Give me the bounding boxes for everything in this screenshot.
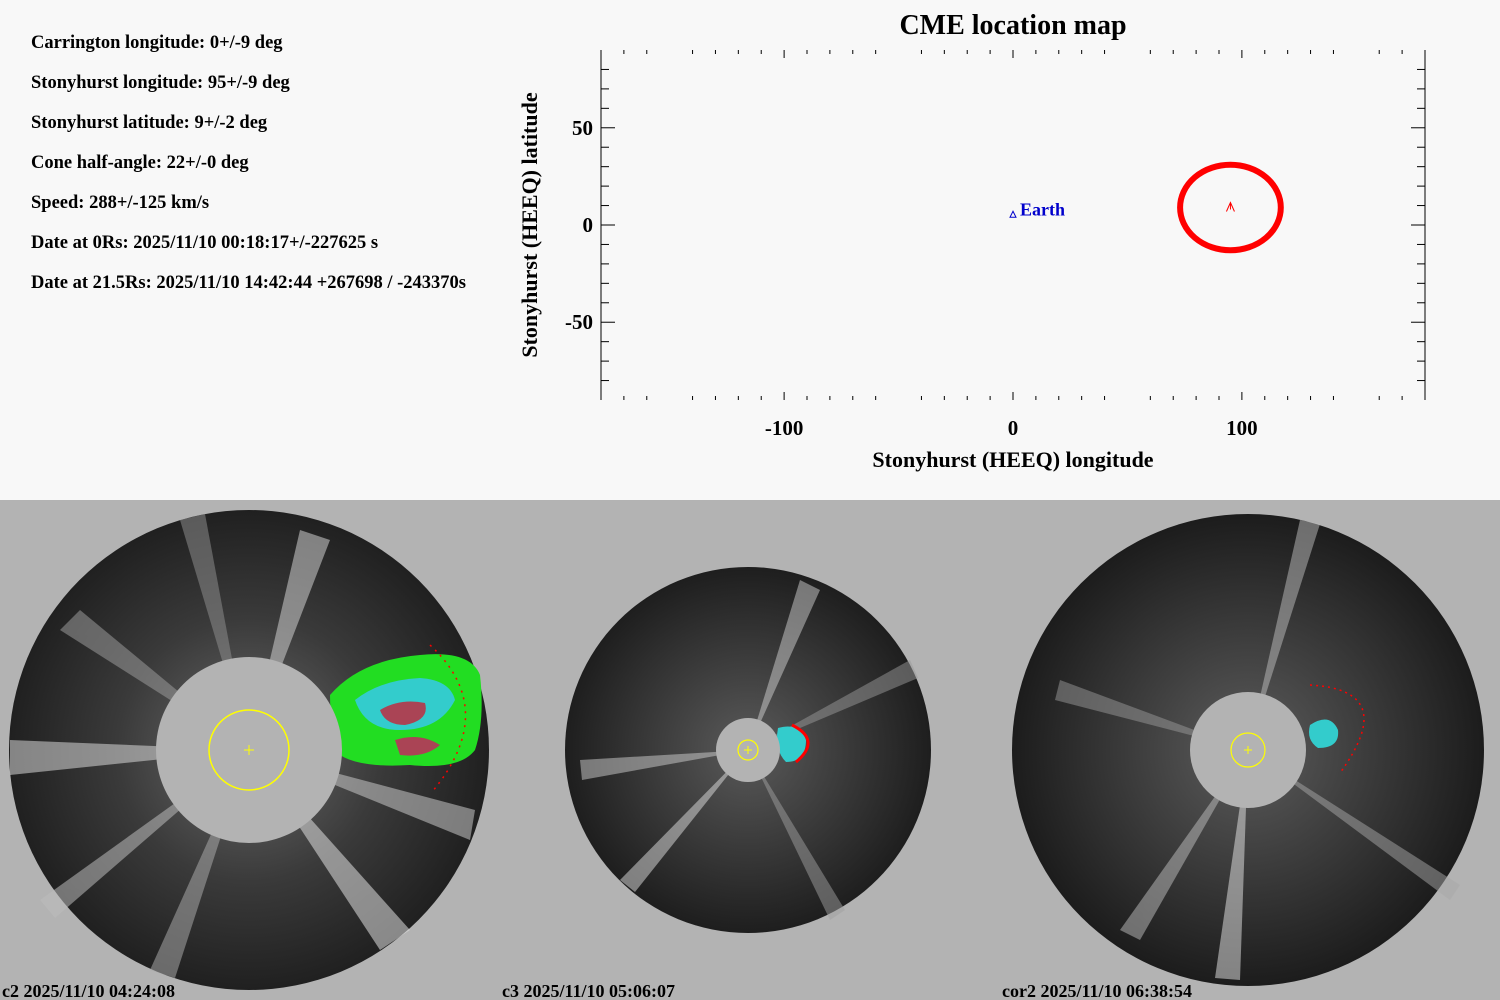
cor2-panel: cor2 2025/11/10 06:38:54 <box>1000 500 1500 1000</box>
cor2-sun-center-icon <box>1244 746 1252 754</box>
y-tick-label: 50 <box>572 116 593 140</box>
x-tick-label: -100 <box>765 416 804 440</box>
c3-cme-fit-arc <box>791 723 810 764</box>
c2-panel: c2 2025/11/10 04:24:08 <box>0 500 500 1000</box>
c3-cme-contours <box>777 726 806 762</box>
c3-label: c3 2025/11/10 05:06:07 <box>502 981 675 1000</box>
c2-cme-contours <box>330 654 482 766</box>
c2-sun-outline <box>208 709 290 791</box>
chart-title: CME location map <box>899 10 1126 41</box>
cor2-label: cor2 2025/11/10 06:38:54 <box>1002 981 1192 1000</box>
cor2-cme-contours <box>1309 719 1339 748</box>
c3-panel: c3 2025/11/10 05:06:07 <box>500 500 1000 1000</box>
cme-direction-marker-icon <box>1225 201 1235 212</box>
c2-image <box>9 510 489 990</box>
x-axis-label: Stonyhurst (HEEQ) longitude <box>872 447 1153 472</box>
top-section: Carrington longitude: 0+/-9 deg Stonyhur… <box>31 10 1426 472</box>
param-cone-half-angle: Cone half-angle: 22+/-0 deg <box>31 153 249 173</box>
c2-label: c2 2025/11/10 04:24:08 <box>2 981 175 1000</box>
cme-parameters: Carrington longitude: 0+/-9 deg Stonyhur… <box>31 28 466 308</box>
cor2-image <box>1012 514 1484 986</box>
param-stonyhurst-longitude: Stonyhurst longitude: 95+/-9 deg <box>31 73 290 93</box>
y-axis-label: Stonyhurst (HEEQ) latitude <box>517 92 542 357</box>
earth-label: Earth <box>1020 199 1065 219</box>
param-date-21-5rs: Date at 21.5Rs: 2025/11/10 14:42:44 +267… <box>31 273 466 293</box>
param-carrington-longitude: Carrington longitude: 0+/-9 deg <box>31 33 283 53</box>
cor2-cme-fit-arc <box>1309 684 1365 774</box>
c3-sun-center-icon <box>744 746 752 754</box>
x-tick-label: 100 <box>1226 416 1258 440</box>
c2-cme-fit-arc <box>429 644 467 793</box>
c3-image <box>565 567 931 933</box>
cme-cone-ellipse <box>1177 161 1284 254</box>
y-tick-label: -50 <box>565 310 593 334</box>
c3-sun-outline <box>737 739 759 761</box>
x-tick-label: 0 <box>1008 416 1019 440</box>
y-tick-label: 0 <box>583 213 594 237</box>
param-stonyhurst-latitude: Stonyhurst latitude: 9+/-2 deg <box>31 113 268 133</box>
cor2-sun-outline <box>1230 732 1266 768</box>
cme-location-map: CME location map Stonyhurst (HEEQ) longit… <box>517 10 1426 472</box>
earth-marker-icon <box>1009 210 1017 218</box>
coronagraph-panels: c2 2025/11/10 04:24:08 c <box>0 500 1500 1000</box>
param-speed: Speed: 288+/-125 km/s <box>31 193 210 213</box>
c2-sun-center-icon <box>244 745 254 755</box>
param-date-0rs: Date at 0Rs: 2025/11/10 00:18:17+/-22762… <box>31 233 379 253</box>
